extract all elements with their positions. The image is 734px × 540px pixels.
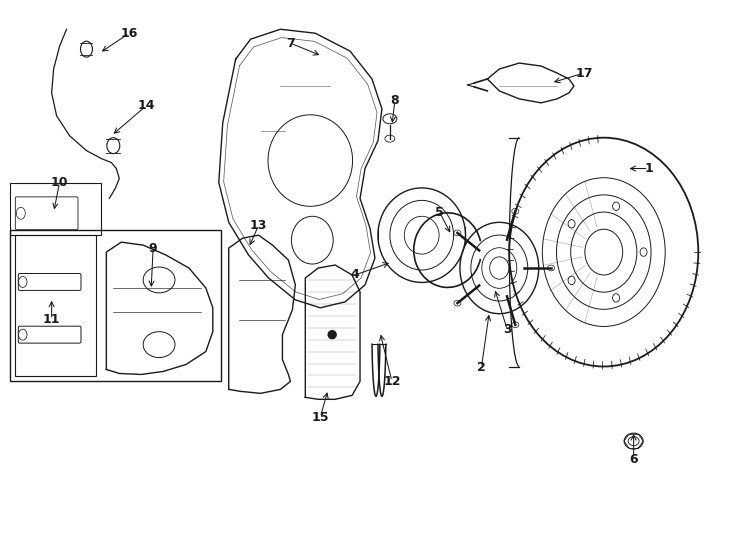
Text: 3: 3 [503,323,512,336]
Text: 4: 4 [351,268,360,281]
Text: 8: 8 [390,94,399,107]
Bar [10,230,221,381]
Text: 6: 6 [629,453,638,465]
Bar [15,235,96,376]
Text: 11: 11 [43,313,60,326]
Text: 10: 10 [51,176,68,189]
Circle shape [328,330,336,339]
Text: 9: 9 [149,241,157,255]
Text: 12: 12 [383,375,401,388]
Text: 16: 16 [120,26,138,40]
Text: 17: 17 [575,66,592,79]
Text: 2: 2 [477,361,486,374]
Text: 1: 1 [644,162,653,175]
Text: 15: 15 [311,411,329,424]
Text: 5: 5 [435,206,444,219]
Text: 14: 14 [137,99,155,112]
Text: 13: 13 [250,219,267,232]
Bar [10,184,101,235]
Text: 7: 7 [286,37,295,50]
